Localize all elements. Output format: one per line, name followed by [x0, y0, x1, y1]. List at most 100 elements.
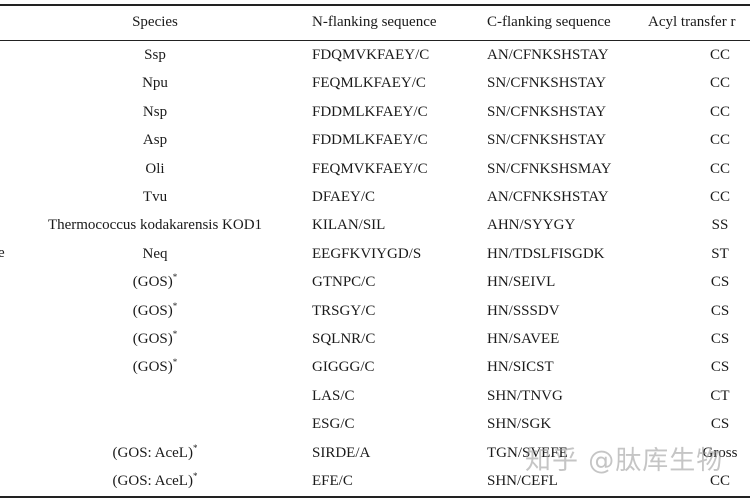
cell-c-flanking: HN/SAVEE — [487, 331, 560, 347]
cell-c-flanking: SN/CFNKSHSTAY — [487, 132, 607, 149]
table-row: Ssp FDQMVKFAEY/C AN/CFNKSHSTAY CC — [0, 41, 750, 69]
cell-species: (GOS: AceL)* — [0, 442, 310, 462]
cell-n-flanking: FEQMLKFAEY/C — [312, 75, 426, 92]
header-n-flanking: N-flanking sequence — [312, 14, 437, 30]
cell-acyl-transfer: CC — [709, 132, 730, 149]
cell-acyl-transfer: SS — [711, 217, 729, 234]
cell-species: Tvu — [0, 188, 310, 206]
species-text: Nsp — [142, 103, 168, 120]
cell-c-flanking: SN/CFNKSHSTAY — [487, 75, 607, 92]
cell-c-flanking: HN/SEIVL — [487, 274, 556, 291]
cell-acyl-transfer: CS — [710, 359, 730, 376]
cell-n-flanking: DFAEY/C — [312, 189, 376, 205]
table-row: (GOS: AceL)* EFE/C SHN/CEFL CC — [0, 467, 750, 495]
cell-acyl-transfer: CS — [710, 331, 730, 347]
species-text: (GOS) — [132, 302, 173, 319]
cell-species: Neq — [0, 245, 310, 263]
cell-n-flanking: FDQMVKFAEY/C — [312, 47, 430, 63]
cell-n-flanking: ESG/C — [312, 416, 355, 433]
cell-acyl-transfer: Gross — [702, 444, 738, 461]
species-footnote-mark: * — [192, 471, 198, 481]
cell-n-flanking: GIGGG/C — [312, 359, 375, 376]
species-text: (GOS) — [132, 359, 173, 376]
watermark: 知乎 @肽库生物 — [525, 446, 724, 476]
top-rule — [0, 4, 750, 6]
side-label: e — [0, 245, 5, 261]
cell-c-flanking: HN/TDSLFISGDK — [487, 245, 605, 262]
species-text: (GOS: AceL) — [112, 473, 193, 489]
cell-n-flanking: GTNPC/C — [312, 274, 376, 291]
table-row: Oli FEQMVKFAEY/C SN/CFNKSHSMAY CC — [0, 155, 750, 183]
table-row: LAS/C SHN/TNVG CT — [0, 382, 750, 410]
table-row: (GOS)* GTNPC/C HN/SEIVL CS — [0, 268, 750, 296]
cell-species: Ssp — [0, 46, 310, 64]
bottom-rule — [0, 496, 750, 498]
header-c-flanking: C-flanking sequence — [487, 14, 611, 30]
cell-c-flanking: HN/SSSDV — [487, 302, 560, 319]
species-text: (GOS) — [132, 274, 173, 291]
cell-c-flanking: AN/CFNKSHSTAY — [487, 47, 609, 63]
cell-c-flanking: AHN/SYYGY — [487, 217, 576, 234]
cell-acyl-transfer: CS — [710, 274, 730, 291]
table-row: Npu FEQMLKFAEY/C SN/CFNKSHSTAY CC — [0, 69, 750, 97]
cell-c-flanking: SHN/CEFL — [487, 473, 558, 489]
cell-n-flanking: EFE/C — [312, 473, 353, 489]
cell-acyl-transfer: CC — [709, 103, 730, 120]
cell-n-flanking: LAS/C — [312, 387, 355, 404]
species-footnote-mark: * — [172, 357, 178, 368]
cell-species: Thermococcus kodakarensis KOD1 — [0, 216, 310, 234]
header-rule — [0, 40, 750, 41]
cell-c-flanking: AN/CFNKSHSTAY — [487, 189, 609, 205]
cell-species: Nsp — [0, 103, 310, 121]
table-row: Tvu DFAEY/C AN/CFNKSHSTAY CC — [0, 183, 750, 211]
cell-species: (GOS: AceL)* — [0, 472, 310, 490]
cell-n-flanking: TRSGY/C — [312, 302, 376, 319]
cell-c-flanking: SHN/TNVG — [487, 387, 563, 404]
cell-acyl-transfer: CC — [709, 75, 730, 92]
cell-acyl-transfer: CS — [710, 302, 730, 319]
table-row: (GOS)* SQLNR/C HN/SAVEE CS — [0, 325, 750, 353]
cell-n-flanking: SIRDE/A — [312, 444, 371, 461]
species-footnote-mark: * — [172, 272, 178, 283]
species-text: Thermococcus kodakarensis KOD1 — [47, 217, 263, 234]
cell-species: Oli — [0, 160, 310, 178]
cell-c-flanking: SHN/SGK — [487, 416, 552, 433]
cell-n-flanking: KILAN/SIL — [312, 217, 386, 234]
cell-n-flanking: SQLNR/C — [312, 331, 376, 347]
species-footnote-mark: * — [172, 300, 178, 311]
header-acyl-transfer: Acyl transfer r — [648, 14, 736, 30]
cell-c-flanking: SN/CFNKSHSTAY — [487, 103, 607, 120]
table-row: (GOS)* GIGGG/C HN/SICST CS — [0, 353, 750, 381]
cell-acyl-transfer: CC — [709, 160, 730, 177]
species-text: (GOS: AceL) — [112, 444, 193, 461]
cell-n-flanking: FDDMLKFAEY/C — [312, 132, 428, 149]
cell-species: Asp — [0, 131, 310, 149]
cell-c-flanking: SN/CFNKSHSMAY — [487, 160, 612, 177]
cell-acyl-transfer: CC — [709, 473, 730, 489]
cell-species: Npu — [0, 74, 310, 92]
table-row: Thermococcus kodakarensis KOD1 KILAN/SIL A… — [0, 211, 750, 239]
cell-species: (GOS)* — [0, 330, 310, 348]
table-row: Neq EEGFKVIYGD/S HN/TDSLFISGDK ST — [0, 240, 750, 268]
table-row: Asp FDDMLKFAEY/C SN/CFNKSHSTAY CC — [0, 126, 750, 154]
species-text: Tvu — [142, 189, 168, 205]
cell-species: (GOS)* — [0, 358, 310, 376]
cell-n-flanking: FDDMLKFAEY/C — [312, 103, 428, 120]
species-footnote-mark: * — [192, 442, 198, 453]
table-row: (GOS)* TRSGY/C HN/SSSDV CS — [0, 297, 750, 325]
table-row: ESG/C SHN/SGK CS — [0, 410, 750, 438]
cell-species: (GOS)* — [0, 300, 310, 320]
species-text: Oli — [145, 160, 165, 177]
species-text: Npu — [142, 75, 168, 92]
cell-acyl-transfer: ST — [711, 245, 729, 262]
species-footnote-mark: * — [172, 329, 178, 339]
header-species: Species — [132, 14, 178, 30]
cell-acyl-transfer: CC — [709, 47, 730, 63]
cell-c-flanking: TGN/SVEFE — [487, 444, 568, 461]
cell-n-flanking: FEQMVKFAEY/C — [312, 160, 428, 177]
cell-n-flanking: EEGFKVIYGD/S — [312, 245, 422, 262]
cell-c-flanking: HN/SICST — [487, 359, 554, 376]
species-text: Ssp — [144, 47, 166, 63]
species-text: Neq — [142, 245, 168, 262]
